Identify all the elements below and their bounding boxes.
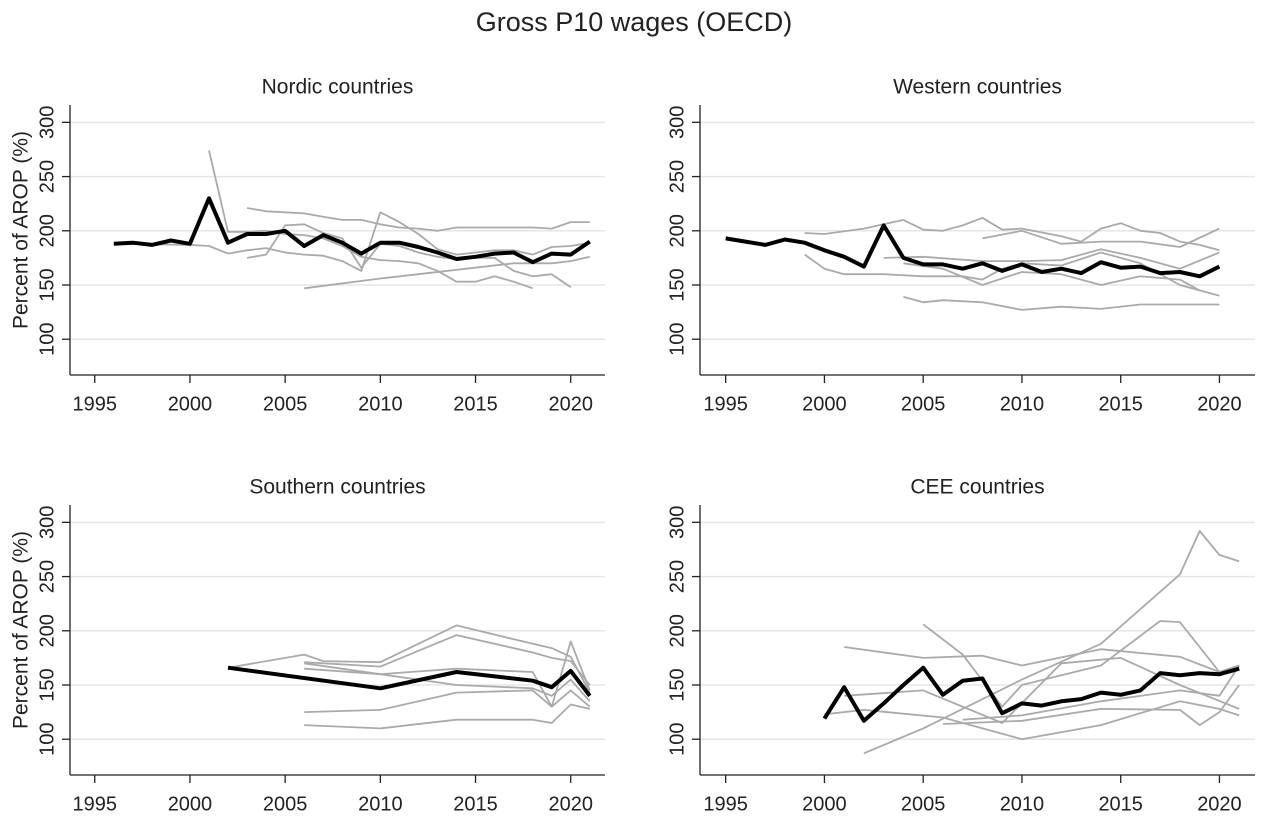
series-line [304, 667, 591, 702]
series-line [942, 684, 1240, 726]
series-line [246, 223, 572, 288]
x-tick-label: 2020 [548, 793, 593, 815]
x-tick-label: 2020 [548, 393, 593, 415]
series-line [304, 689, 591, 713]
figure-title: Gross P10 wages (OECD) [476, 7, 793, 37]
y-tick-label: 100 [666, 323, 688, 356]
series-line [113, 196, 591, 265]
series-line [304, 634, 591, 686]
y-tick-label: 150 [36, 268, 58, 301]
x-tick-label: 2005 [901, 393, 946, 415]
x-tick-label: 2015 [1098, 793, 1143, 815]
series-line [824, 700, 1240, 741]
series-line [725, 223, 1221, 279]
series-line [922, 620, 1240, 708]
x-tick-label: 2015 [453, 793, 498, 815]
panel-title: CEE countries [910, 476, 1044, 499]
x-tick-label: 2000 [168, 793, 213, 815]
x-tick-label: 2015 [1098, 393, 1143, 415]
x-tick-label: 1995 [73, 793, 118, 815]
series-line [962, 665, 1240, 721]
x-tick-label: 2000 [168, 393, 213, 415]
series-line [227, 665, 592, 698]
y-tick-label: 150 [36, 668, 58, 701]
x-tick-label: 1995 [703, 393, 748, 415]
y-tick-label: 300 [666, 106, 688, 139]
series-line [822, 665, 1240, 723]
series-line [903, 262, 1201, 292]
series-line [982, 227, 1220, 248]
x-tick-label: 2020 [1197, 793, 1242, 815]
y-axis-label: Percent of AROP (%) [10, 131, 33, 329]
x-tick-label: 2005 [263, 393, 308, 415]
y-tick-label: 100 [36, 723, 58, 756]
x-tick-label: 2010 [358, 393, 403, 415]
series-line [844, 657, 1240, 724]
series-line [804, 251, 1220, 297]
x-tick-label: 2010 [358, 793, 403, 815]
x-tick-label: 1995 [73, 393, 118, 415]
y-tick-label: 300 [666, 506, 688, 539]
series-line [304, 255, 590, 290]
y-tick-label: 250 [666, 560, 688, 593]
y-tick-label: 250 [36, 560, 58, 593]
panel-title: Western countries [893, 76, 1062, 99]
series-line [304, 703, 591, 730]
series-line [246, 207, 590, 232]
y-tick-label: 200 [666, 614, 688, 647]
x-tick-label: 2010 [1000, 793, 1045, 815]
y-tick-label: 150 [666, 268, 688, 301]
series-line [113, 211, 590, 272]
x-tick-label: 2005 [901, 793, 946, 815]
y-tick-label: 100 [36, 323, 58, 356]
y-tick-label: 300 [36, 106, 58, 139]
series-line [903, 296, 1220, 311]
y-axis-label: Percent of AROP (%) [10, 531, 33, 729]
y-tick-label: 200 [36, 214, 58, 247]
series-line [883, 248, 1220, 270]
series-line [863, 530, 1240, 755]
series-line [804, 216, 1220, 252]
panel-title: Nordic countries [262, 76, 414, 99]
x-tick-label: 2000 [802, 793, 847, 815]
x-tick-label: 2000 [802, 393, 847, 415]
series-line [844, 646, 1240, 673]
x-tick-label: 2015 [453, 393, 498, 415]
x-tick-label: 2020 [1197, 393, 1242, 415]
series-line [227, 624, 591, 694]
x-tick-label: 2005 [263, 793, 308, 815]
y-tick-label: 150 [666, 668, 688, 701]
x-tick-label: 2010 [1000, 393, 1045, 415]
y-tick-label: 200 [666, 214, 688, 247]
y-tick-label: 300 [36, 506, 58, 539]
y-tick-label: 200 [36, 614, 58, 647]
y-tick-label: 100 [666, 723, 688, 756]
series-line [208, 150, 533, 290]
y-tick-label: 250 [666, 160, 688, 193]
panel-title: Southern countries [249, 476, 425, 499]
y-tick-label: 250 [36, 160, 58, 193]
x-tick-label: 1995 [703, 793, 748, 815]
